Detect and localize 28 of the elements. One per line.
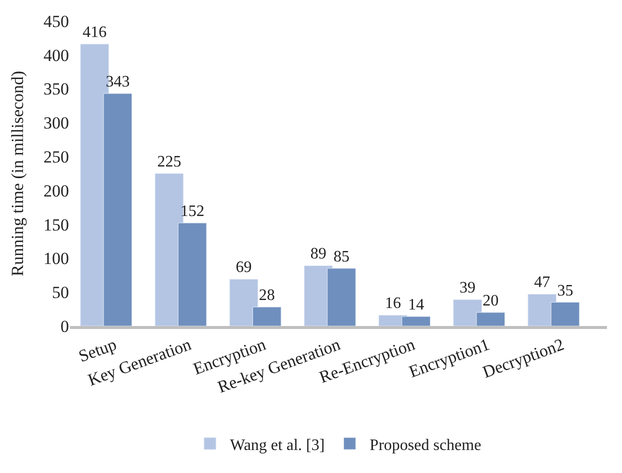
y-tick-label: 300 — [44, 114, 69, 133]
y-tick-label: 50 — [52, 283, 69, 302]
data-label: 39 — [460, 280, 476, 297]
y-tick-label: 0 — [60, 316, 69, 336]
data-label: 69 — [236, 259, 252, 276]
y-tick-label: 450 — [44, 12, 69, 31]
data-label: 416 — [82, 24, 107, 42]
data-label: 152 — [180, 202, 204, 220]
legend-label: Proposed scheme — [370, 436, 482, 454]
y-tick-label: 400 — [44, 46, 69, 65]
data-label: 85 — [333, 248, 350, 266]
data-label: 89 — [310, 246, 326, 263]
y-tick-label: 350 — [44, 80, 69, 99]
data-label: 47 — [534, 274, 550, 292]
legend-label: Wang et al. [3] — [230, 436, 325, 454]
y-tick-label: 200 — [44, 181, 69, 200]
data-label: 16 — [384, 295, 401, 312]
y-axis-title: Running time (in millisecond) — [8, 70, 28, 276]
data-label: 343 — [106, 74, 130, 91]
data-label: 35 — [557, 282, 574, 300]
data-label: 28 — [258, 287, 275, 304]
y-tick-label: 250 — [44, 148, 69, 167]
y-tick-label: 150 — [44, 215, 69, 234]
data-label: 14 — [408, 296, 424, 314]
x-tick-label: Setup — [76, 334, 120, 366]
y-tick-label: 100 — [44, 249, 69, 268]
data-label: 20 — [482, 292, 499, 310]
data-label: 225 — [157, 154, 182, 170]
